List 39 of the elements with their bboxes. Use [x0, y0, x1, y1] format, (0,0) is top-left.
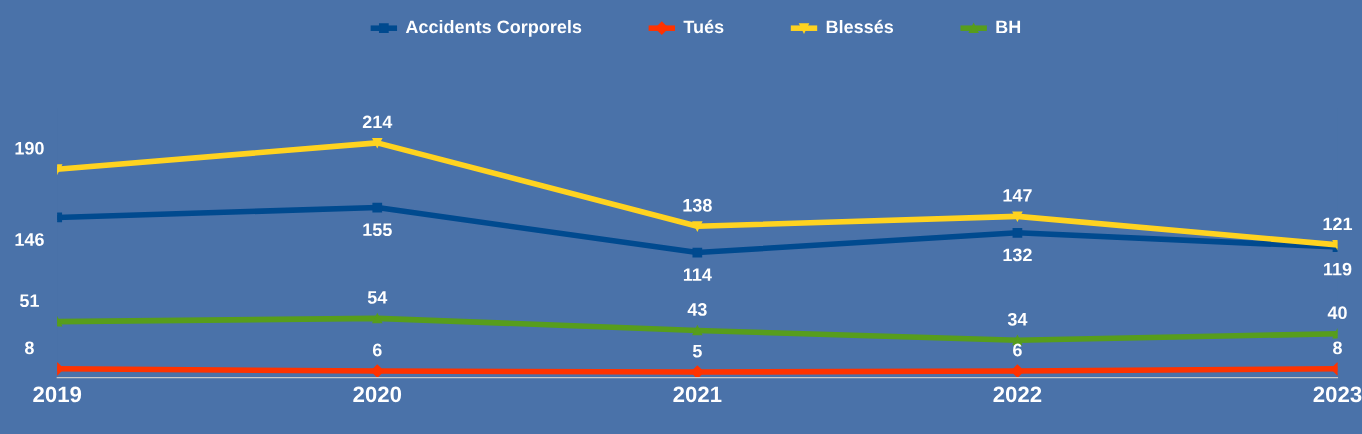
data-label: 8: [24, 341, 34, 355]
point: [370, 364, 384, 378]
data-label: 132: [1003, 248, 1032, 262]
data-label: 114: [683, 268, 712, 281]
data-label: 34: [1007, 312, 1028, 326]
data-label: 146: [15, 233, 44, 246]
data-label: 214: [362, 115, 393, 129]
data-label: 119: [1324, 262, 1352, 276]
data-label: 43: [687, 303, 707, 316]
x-tick-label: 2020: [353, 386, 402, 403]
data-label: 147: [1003, 189, 1032, 202]
x-tick-label: 2021: [673, 386, 722, 403]
legend-label: Accidents Corporels: [405, 19, 582, 37]
point: [692, 325, 703, 336]
point: [1012, 227, 1023, 238]
data-label: 6: [372, 343, 382, 357]
data-label: 51: [19, 294, 39, 308]
data-label: 6: [1013, 343, 1022, 357]
data-label: 190: [15, 141, 44, 155]
point: [692, 247, 703, 258]
data-label: 121: [1323, 217, 1353, 231]
point: [1012, 211, 1023, 222]
point: [690, 365, 704, 378]
data-label: 8: [1333, 341, 1342, 355]
x-tick-label: 2022: [993, 386, 1042, 403]
data-label: 40: [1327, 306, 1347, 320]
x-tick-label: 2023: [1313, 386, 1362, 403]
data-label: 138: [683, 198, 712, 212]
point: [372, 202, 383, 213]
legend-label: Tués: [683, 19, 724, 34]
x-tick-label: 2019: [33, 386, 82, 403]
legend-label: BH: [996, 20, 1021, 34]
point: [372, 313, 383, 324]
point: [692, 221, 703, 232]
legend-label: Blessés: [826, 19, 894, 34]
data-label: 54: [367, 291, 388, 304]
data-label: 155: [363, 223, 392, 237]
data-label: 5: [692, 344, 702, 358]
point: [372, 138, 383, 148]
